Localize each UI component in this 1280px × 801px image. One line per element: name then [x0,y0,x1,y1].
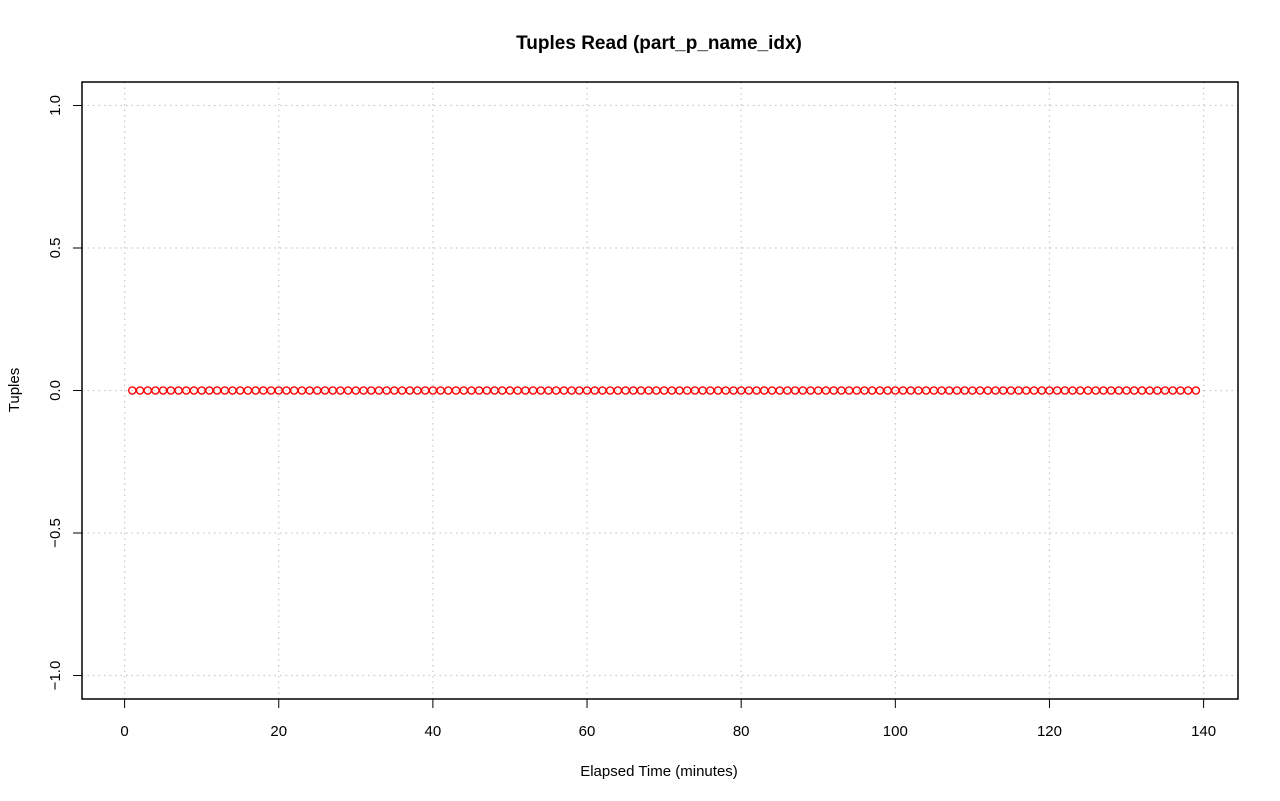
data-point [459,386,469,395]
data-point [151,386,160,395]
x-tick-label: 80 [733,723,750,740]
data-point [975,386,985,395]
data-point [1083,386,1093,395]
data-point [767,386,777,395]
data-point [228,386,237,395]
data-point [413,386,422,395]
data-point [374,386,384,395]
data-point [536,386,546,395]
data-point [343,386,353,395]
y-axis-label: Tuples [6,368,23,412]
data-point [813,386,823,395]
data-point [937,386,946,395]
data-point [968,386,977,395]
y-tick-label: 1.0 [47,95,64,116]
y-tick-label: 0.0 [47,380,64,401]
y-axis: −1.0 −0.5 0.0 0.5 1.0 [47,95,83,691]
data-point [181,386,191,395]
data-point [1129,386,1139,395]
data-point [613,386,623,395]
x-tick-label: 120 [1037,723,1062,740]
x-tick-label: 140 [1191,723,1216,740]
data-point [775,386,785,395]
data-point [852,386,862,395]
data-point [189,386,199,395]
data-point [305,386,314,395]
data-point [297,386,307,395]
y-tick-label: −0.5 [47,518,64,548]
x-axis-label: Elapsed Time (minutes) [580,763,738,780]
y-tick-label: 0.5 [47,238,64,259]
data-point [143,386,153,395]
data-point [259,386,268,395]
data-point [690,386,700,395]
data-point [1006,386,1016,395]
data-point [1122,386,1131,395]
data-point [575,386,584,395]
x-tick-label: 100 [883,723,908,740]
data-point [621,386,630,395]
x-tick-label: 0 [120,723,128,740]
data-point [1091,386,1100,395]
data-point [266,386,276,395]
x-tick-label: 20 [270,723,287,740]
data-point [544,386,553,395]
data-point [652,386,661,395]
data-point [1052,386,1062,395]
data-point [659,386,669,395]
y-tick-label: −1.0 [47,661,64,691]
chart-title: Tuples Read (part_p_name_idx) [516,33,802,54]
data-point [1014,386,1023,395]
x-tick-label: 60 [579,723,596,740]
data-point [1191,386,1201,395]
data-point [698,386,707,395]
x-tick-label: 40 [425,723,442,740]
data-point [729,386,738,395]
data-point [220,386,230,395]
data-point [382,386,391,395]
data-point [929,386,939,395]
data-point [898,386,908,395]
data-point [497,386,507,395]
data-point [1168,386,1178,395]
data-point [420,386,430,395]
data-point [1160,386,1170,395]
data-point [336,386,345,395]
data-points [128,386,1201,395]
x-axis: 0 20 40 60 80 100 120 140 [120,698,1216,740]
